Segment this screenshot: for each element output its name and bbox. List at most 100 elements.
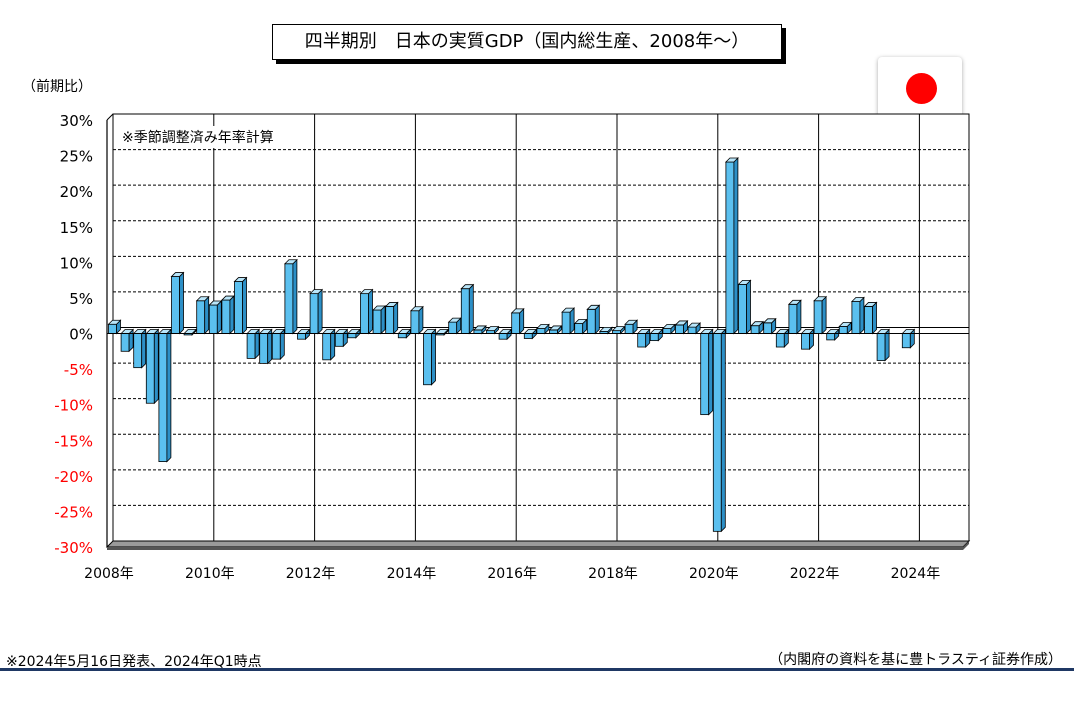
bar-side [380, 305, 386, 335]
bar-side [872, 301, 877, 335]
bar [750, 320, 765, 335]
x-tick-label: 2014年 [387, 566, 437, 582]
bar-front [561, 311, 571, 334]
bar [246, 328, 261, 360]
bar-side [179, 271, 184, 335]
bar-front [586, 308, 596, 334]
bar-front [108, 323, 117, 334]
bar-top [372, 305, 387, 311]
bar-front [536, 328, 546, 334]
bar-front [473, 329, 483, 334]
bar-side [720, 328, 726, 533]
bar-side [594, 304, 600, 335]
y-tick-label: -15% [54, 432, 93, 450]
bar [258, 328, 273, 365]
bar-front [158, 333, 168, 463]
plot-floor [105, 540, 971, 548]
bar-front [372, 309, 382, 334]
bar [712, 328, 727, 533]
bar-top [674, 320, 689, 326]
bar-front [637, 333, 647, 348]
bar-side [418, 305, 424, 335]
bar-front [700, 333, 710, 416]
bar-top [535, 324, 550, 329]
bar-front [750, 325, 760, 334]
bar [850, 296, 865, 335]
bar-front [221, 299, 231, 334]
bar-front [297, 333, 306, 340]
bar-side [393, 301, 399, 335]
bar-front [397, 333, 407, 339]
bar [573, 318, 588, 335]
bar [346, 328, 361, 339]
bar-front [322, 333, 332, 361]
bar-front [851, 301, 861, 334]
bar [233, 276, 248, 335]
bar-front [284, 263, 294, 334]
x-tick-label: 2020年 [689, 566, 739, 582]
bar-top [611, 326, 626, 332]
seasonal-adjustment-note: ※季節調整済み年率計算 [118, 126, 278, 148]
x-tick-label: 2016年 [487, 566, 537, 582]
bar-front [133, 333, 143, 369]
bar-top [107, 319, 122, 325]
bar-front [574, 323, 584, 334]
bar [661, 323, 676, 335]
bar-top [170, 272, 185, 277]
bar [876, 328, 891, 362]
bar [208, 300, 223, 335]
bar [132, 328, 147, 369]
y-tick-label: -25% [54, 503, 93, 521]
bar-side [166, 328, 172, 463]
bar-side [796, 299, 802, 335]
bar-front [813, 300, 823, 334]
bar [271, 328, 286, 361]
bar-top [724, 157, 739, 163]
bar [195, 295, 210, 335]
bar [170, 271, 185, 335]
bar-side [821, 295, 827, 335]
gridlines [113, 113, 969, 542]
bar [120, 328, 135, 353]
bar-front [511, 312, 521, 334]
bar-front [423, 333, 432, 386]
bar-top [510, 308, 525, 314]
axes [106, 113, 969, 547]
bar-top [850, 297, 865, 302]
gdp-bar-chart: 30% 25% 20% 15% 10% 5% 0% -5% -10% -15% -20% -25% -3… [54, 112, 971, 582]
bar-front [234, 281, 243, 334]
bar [901, 328, 916, 349]
bar-top [359, 289, 374, 295]
x-tick-label: 2008年 [84, 566, 134, 582]
bar [409, 305, 424, 335]
bar [775, 328, 790, 348]
bar-top [687, 322, 702, 328]
bar-top [208, 300, 223, 306]
bar-front [725, 161, 735, 334]
y-axis-unit-label: （前期比） [22, 79, 92, 95]
bar-side [468, 283, 474, 335]
y-axis-top-edge [106, 113, 114, 121]
bar-front [649, 333, 659, 342]
bar-front [196, 300, 206, 334]
bar-side [884, 328, 890, 362]
bar [359, 288, 374, 335]
bar-front [838, 325, 848, 334]
x-tick-label: 2018年 [588, 566, 638, 582]
x-tick-label: 2010年 [185, 566, 235, 582]
bar-front [498, 333, 508, 340]
bar [699, 328, 714, 416]
bar [737, 279, 752, 335]
bar-front [171, 276, 180, 334]
bar-side [708, 328, 714, 416]
bar-front [712, 333, 722, 532]
bar [762, 317, 777, 335]
bar [372, 305, 387, 335]
bar [384, 301, 399, 335]
bar [485, 325, 500, 335]
chart-title: 四半期別 日本の実質GDP（国内総生産、2008年～） [272, 24, 782, 60]
bar-side [746, 279, 751, 335]
bar-top [220, 295, 235, 301]
bar-top [586, 304, 601, 310]
bar-front [448, 321, 458, 334]
